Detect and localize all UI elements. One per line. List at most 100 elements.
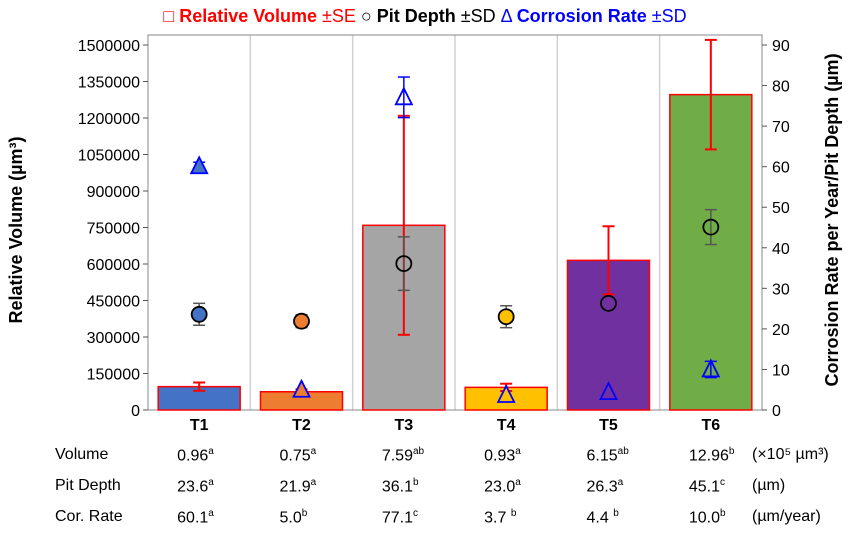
stats-value-text: 26.3 [586,478,618,496]
legend-error-label: ±SD [461,6,496,26]
stats-value-text: 5.0 [279,509,302,527]
legend-symbol: ○ [356,6,377,26]
right-tick-label: 10 [772,362,790,379]
stats-significance-letter: b [510,508,517,519]
stats-value-text: 21.9 [279,478,311,496]
right-tick-label: 90 [772,38,790,55]
stats-value-text: 0.75 [279,447,311,465]
left-axis-title: Relative Volume (µm³) [6,136,26,323]
stats-unit: (×10⁵ µm³) [752,446,829,463]
stats-significance-letter: a [208,477,214,488]
stats-value: 4.4 b [587,508,619,527]
stats-significance-letter: a [515,477,521,488]
corrosion-rate-marker [701,358,721,378]
right-axis-title: Corrosion Rate per Year/Pit Depth (µm) [822,53,842,386]
right-tick-label: 60 [772,160,790,177]
stats-value: 23.6a [177,477,214,496]
stats-table-row: Pit Depth 23.6a 21.9a 36.1b 23.0a 26.3a 45.1c(… [0,477,850,507]
stats-value: 10.0b [689,508,726,527]
stats-significance-letter: c [719,477,725,488]
stats-unit: (µm) [752,477,786,494]
stats-value-text: 23.0 [484,478,516,496]
left-tick-label: 1350000 [78,75,140,92]
category-label: T3 [394,417,413,434]
left-tick-label: 750000 [87,221,140,238]
stats-row-label: Cor. Rate [55,508,123,525]
stats-value-text: 77.1 [381,509,413,527]
stats-significance-letter: c [412,508,418,519]
stats-value-text: 3.7 [484,509,511,527]
stats-value-text: 45.1 [688,478,720,496]
legend-series-name: Pit Depth [377,6,461,26]
plot-frame [147,34,763,411]
stats-significance-letter: a [208,446,214,457]
stats-value-text: 12.96 [688,447,729,465]
stats-value: 26.3a [587,477,624,496]
left-tick-label: 1200000 [78,111,140,128]
legend-series-name: Corrosion Rate [517,6,652,26]
legend-series-name: Relative Volume [179,6,322,26]
stats-value: 0.96a [177,446,214,465]
stats-significance-letter: b [719,508,726,519]
stats-value: 12.96b [689,446,735,465]
stats-significance-letter: a [617,477,624,488]
right-tick-label: 70 [772,119,790,136]
stats-table-row: Volume 0.96a 0.75a 7.59ab 0.93a 6.15ab 12.96b(… [0,446,850,476]
stats-table: Volume 0.96a 0.75a 7.59ab 0.93a 6.15ab 12.96b(… [0,440,850,535]
legend-symbol: Δ [496,6,517,26]
stats-value-text: 23.6 [177,478,209,496]
category-label: T4 [497,417,516,434]
right-tick-label: 30 [772,281,790,298]
left-tick-label: 150000 [87,367,140,384]
stats-significance-letter: ab [412,446,425,457]
right-tick-label: 50 [772,200,790,217]
left-tick-label: 600000 [87,257,140,274]
stats-value: 23.0a [484,477,521,496]
category-label: T2 [292,417,311,434]
chart: 0150000300000450000600000750000900000105… [6,6,842,434]
pit-depth-marker [293,312,310,330]
stats-value-text: 7.59 [381,447,413,465]
stats-significance-letter: b [301,508,308,519]
pit-depth-marker [190,305,208,323]
left-tick-label: 1050000 [78,148,140,165]
left-tick-label: 450000 [87,294,140,311]
corrosion-rate-marker [189,155,209,175]
stats-value: 0.75a [280,446,317,465]
left-tick-label: 300000 [87,330,140,347]
right-tick-label: 80 [772,79,790,96]
stats-significance-letter: a [208,508,214,519]
pit-depth-marker [702,218,720,236]
stats-value-text: 4.4 [586,509,614,527]
stats-value: 45.1c [689,477,725,496]
stats-value-text: 60.1 [177,509,209,527]
left-tick-label: 900000 [87,184,140,201]
stats-row-label: Pit Depth [55,477,121,494]
stats-unit: (µm/year) [752,508,821,525]
pit-depth-marker [497,308,515,326]
stats-value-text: 0.96 [177,447,209,465]
stats-significance-letter: a [310,477,317,488]
category-label: T5 [599,417,618,434]
stats-value-text: 10.0 [688,509,720,527]
right-tick-label: 0 [772,403,781,420]
stats-value-text: 6.15 [586,447,618,465]
corrosion-rate-marker [394,86,414,106]
right-tick-label: 20 [772,322,790,339]
corrosion-rate-marker [292,378,311,398]
pit-depth-marker [600,294,617,312]
stats-significance-letter: ab [617,446,629,457]
stats-value: 7.59ab [382,446,424,465]
stats-value: 5.0b [280,508,308,527]
stats-value: 77.1c [382,508,418,527]
corrosion-rate-marker [599,381,618,401]
stats-significance-letter: b [728,446,735,457]
stats-value-text: 36.1 [381,478,413,496]
stats-significance-letter: b [412,477,419,488]
right-tick-label: 40 [772,241,790,258]
stats-significance-letter: a [310,446,317,457]
stats-significance-letter: a [515,446,521,457]
left-tick-label: 0 [131,403,140,420]
corrosion-rate-marker [496,383,516,403]
stats-value: 0.93a [484,446,521,465]
